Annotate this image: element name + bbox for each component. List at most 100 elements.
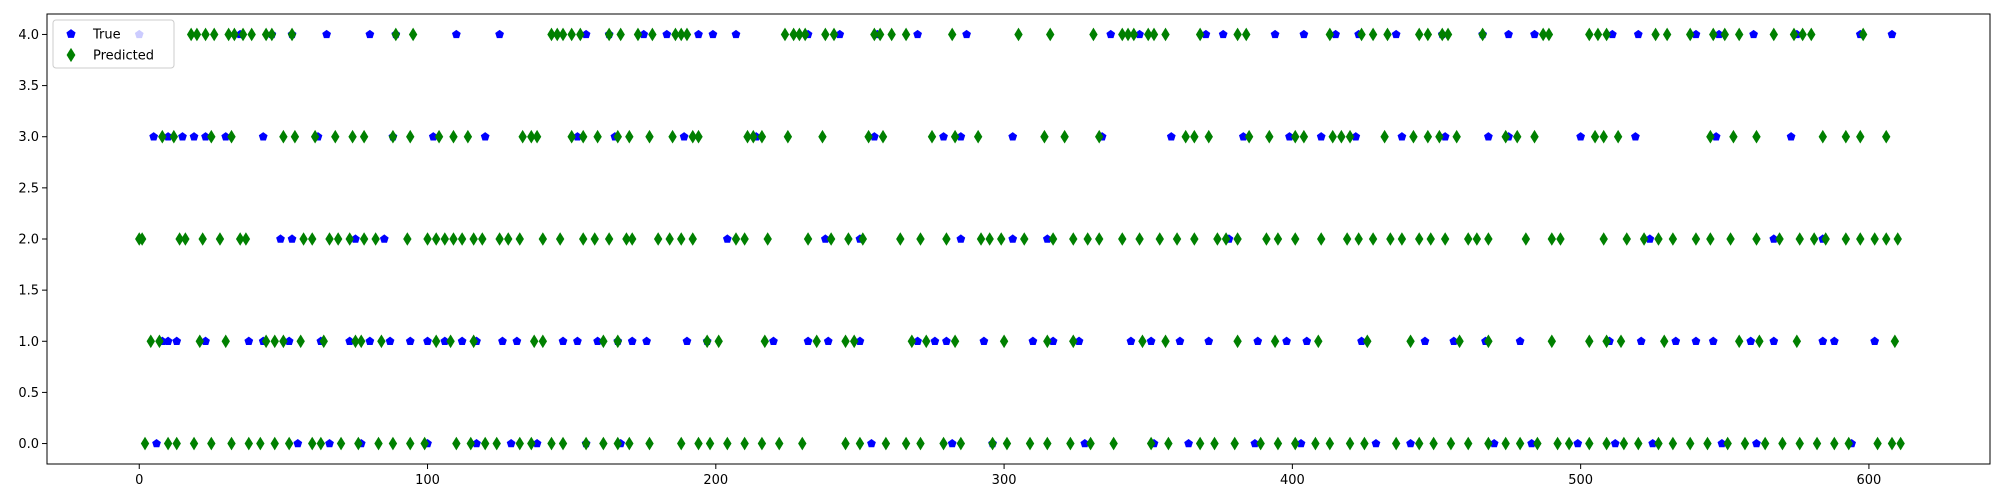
data-point: [668, 129, 677, 144]
data-point: [319, 334, 328, 349]
data-point: [498, 336, 507, 345]
data-point: [1190, 232, 1199, 246]
data-point: [1164, 436, 1173, 451]
data-point: [515, 436, 524, 451]
data-point: [1746, 336, 1756, 345]
data-point: [1740, 436, 1750, 451]
data-point: [763, 232, 772, 246]
data-point: [775, 436, 784, 451]
data-point: [869, 132, 879, 141]
data-point: [1213, 232, 1222, 246]
data-point: [567, 129, 576, 144]
data-point: [1146, 336, 1156, 345]
data-point: [708, 29, 718, 39]
data-point: [354, 436, 363, 451]
data-point: [325, 232, 334, 246]
data-point: [365, 336, 375, 345]
data-point: [1089, 27, 1098, 42]
data-point: [578, 129, 588, 144]
data-point: [244, 436, 253, 451]
data-point: [207, 436, 216, 451]
data-point: [365, 29, 375, 39]
data-point: [1729, 129, 1738, 144]
data-point: [1256, 436, 1265, 451]
data-point: [195, 334, 204, 349]
data-point: [1882, 129, 1891, 144]
data-point: [1380, 129, 1389, 144]
data-point: [1391, 29, 1401, 39]
data-point: [1504, 29, 1513, 39]
data-point: [1161, 334, 1170, 349]
data-point: [247, 27, 256, 42]
data-point: [466, 436, 475, 451]
data-point: [942, 232, 951, 246]
data-point: [1201, 29, 1211, 39]
data-point: [633, 27, 643, 42]
data-point: [325, 438, 334, 448]
data-point: [1325, 27, 1335, 42]
data-point: [558, 27, 568, 42]
data-point: [628, 232, 637, 246]
y-tick-label: 2.5: [18, 181, 39, 196]
data-point: [440, 232, 450, 246]
data-point: [290, 129, 300, 144]
data-point: [1631, 132, 1640, 141]
data-point: [385, 336, 395, 345]
data-point: [527, 129, 536, 144]
data-point: [1135, 232, 1144, 246]
data-point: [1325, 436, 1335, 451]
data-point: [613, 129, 622, 144]
data-point: [406, 129, 415, 144]
data-point: [1314, 334, 1323, 349]
data-point: [1887, 29, 1897, 39]
data-point: [1415, 232, 1424, 246]
data-point: [1723, 436, 1732, 451]
data-point: [1464, 436, 1473, 451]
data-point: [293, 438, 303, 448]
data-point: [379, 234, 389, 243]
data-point: [1602, 334, 1611, 349]
data-point: [504, 232, 513, 246]
data-point: [590, 232, 599, 246]
data-point: [388, 129, 398, 144]
data-point: [1443, 27, 1453, 42]
data-point: [593, 336, 602, 345]
data-point: [855, 436, 865, 451]
data-point: [1478, 27, 1487, 42]
data-point: [823, 336, 833, 345]
data-point: [1371, 438, 1381, 448]
data-point: [1250, 438, 1260, 448]
data-point: [1345, 436, 1355, 451]
data-point: [927, 129, 937, 144]
data-point: [137, 232, 147, 246]
data-point: [1668, 232, 1678, 246]
data-point: [244, 336, 254, 345]
data-point: [913, 29, 922, 39]
data-point: [1118, 232, 1127, 246]
data-point: [930, 336, 940, 345]
data-point: [1242, 27, 1251, 42]
data-point: [599, 334, 608, 349]
data-point: [388, 436, 398, 451]
data-point: [578, 232, 588, 246]
data-point: [1622, 232, 1631, 246]
data-point: [962, 29, 971, 39]
data-point: [593, 129, 602, 144]
data-point: [875, 27, 885, 42]
data-point: [1556, 232, 1565, 246]
data-point: [1654, 232, 1663, 246]
data-point: [359, 129, 369, 144]
data-point: [1337, 129, 1346, 144]
data-point: [284, 436, 294, 451]
data-point: [227, 129, 236, 144]
data-point: [803, 232, 813, 246]
data-point: [1083, 232, 1092, 246]
data-point: [1769, 234, 1779, 243]
data-point: [901, 436, 911, 451]
data-point: [1829, 336, 1839, 345]
data-point: [942, 336, 951, 345]
data-point: [230, 27, 239, 42]
data-point: [1149, 27, 1159, 42]
data-point: [1489, 438, 1499, 448]
